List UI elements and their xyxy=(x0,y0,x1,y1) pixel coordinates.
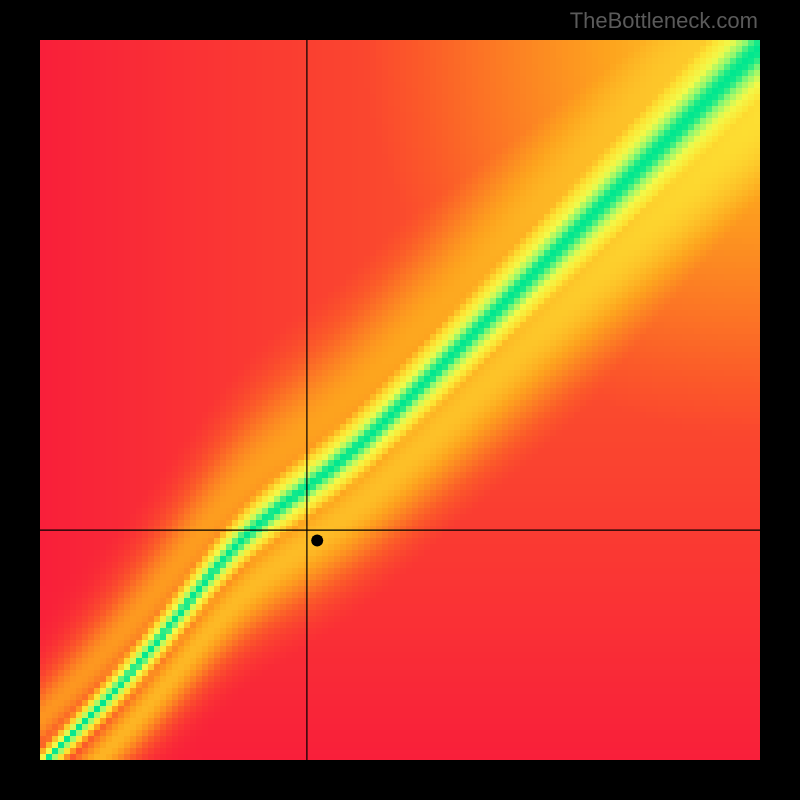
bottleneck-heatmap xyxy=(40,40,760,760)
chart-container: TheBottleneck.com xyxy=(0,0,800,800)
watermark-text: TheBottleneck.com xyxy=(570,8,758,34)
